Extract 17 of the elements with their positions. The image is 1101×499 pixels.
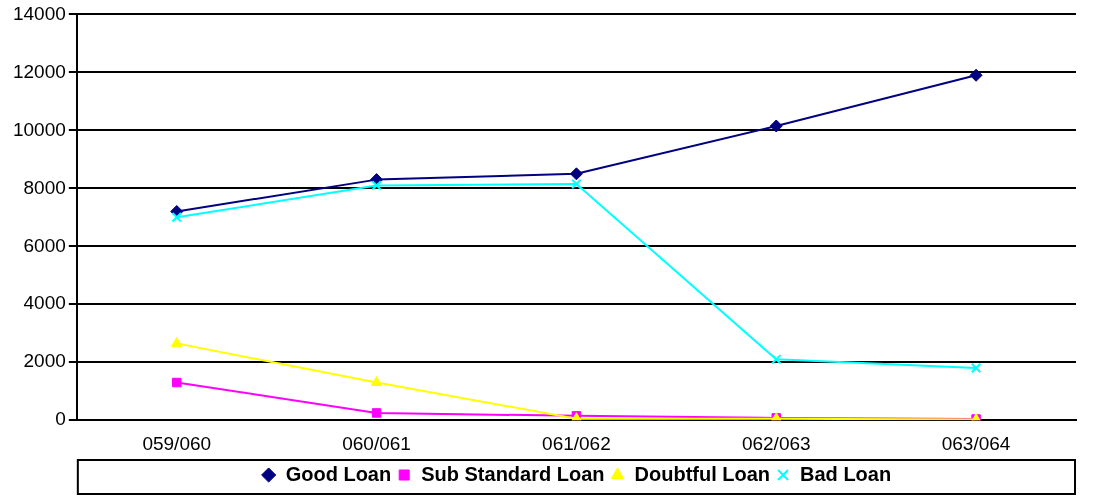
legend-label: Good Loan: [285, 462, 392, 485]
x-tick-label: 060/061: [342, 432, 411, 454]
legend-label: Sub Standard Loan: [421, 462, 605, 485]
y-tick-label: 6000: [23, 234, 66, 256]
y-tick-label: 4000: [23, 292, 66, 314]
y-tick-label: 8000: [23, 176, 66, 198]
legend-label: Bad Loan: [800, 462, 892, 485]
y-tick-label: 10000: [12, 118, 66, 140]
x-tick-label: 062/063: [741, 432, 811, 454]
y-tick-label: 12000: [12, 60, 66, 82]
x-tick-label: 059/060: [142, 432, 212, 454]
y-tick-label: 2000: [23, 350, 66, 372]
y-tick-label: 0: [55, 408, 66, 430]
x-tick-label: 061/062: [542, 432, 611, 454]
legend-label: Doubtful Loan: [634, 462, 771, 485]
x-tick-label: 063/064: [941, 432, 1011, 454]
y-tick-label: 14000: [12, 2, 66, 24]
